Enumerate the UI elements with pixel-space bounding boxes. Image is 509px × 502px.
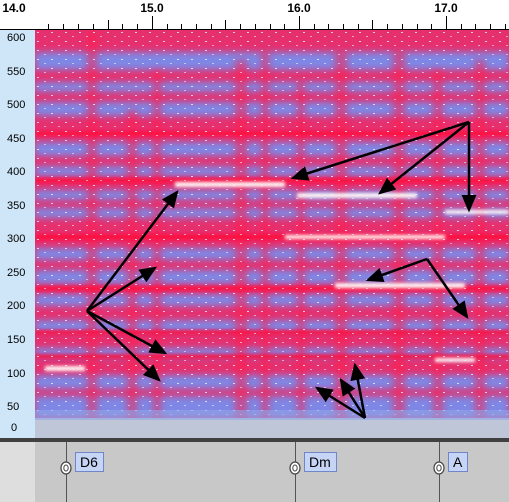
freq-label-250: 250: [7, 267, 26, 279]
ruler-label-2: 16.0: [287, 1, 311, 15]
freq-label-100: 100: [7, 368, 26, 380]
time-ruler[interactable]: 14.0 15.0 16.0 17.0: [0, 0, 509, 30]
chord-label-a[interactable]: A: [448, 452, 469, 472]
chord-track[interactable]: D6 Dm A: [0, 438, 509, 502]
ruler-ticks: [0, 16, 509, 30]
freq-label-500: 500: [7, 99, 26, 111]
spectrogram-image: [35, 30, 509, 438]
ruler-label-0: 14.0: [2, 1, 26, 15]
chord-label-d6[interactable]: D6: [75, 452, 104, 472]
freq-label-50: 50: [7, 401, 20, 413]
freq-label-400: 400: [7, 166, 26, 178]
freq-label-450: 450: [7, 133, 26, 145]
frequency-axis: 600 550 500 450 400 350 300 250 200 150 …: [0, 30, 35, 438]
freq-label-550: 550: [7, 66, 26, 78]
freq-label-600: 600: [7, 32, 26, 44]
freq-label-150: 150: [7, 334, 26, 346]
freq-label-350: 350: [7, 200, 26, 212]
marker-handle-icon[interactable]: [289, 461, 301, 475]
freq-label-200: 200: [7, 300, 26, 312]
chord-track-header: [0, 442, 35, 502]
freq-label-0: 0: [11, 422, 18, 434]
ruler-label-1: 15.0: [140, 1, 164, 15]
freq-label-300: 300: [7, 233, 26, 245]
chord-label-dm[interactable]: Dm: [304, 452, 337, 472]
ruler-label-3: 17.0: [434, 1, 458, 15]
annotation-arrows: [86, 120, 477, 420]
marker-handle-icon[interactable]: [60, 461, 72, 475]
marker-handle-icon[interactable]: [433, 461, 445, 475]
spectrogram-view[interactable]: [35, 30, 509, 438]
